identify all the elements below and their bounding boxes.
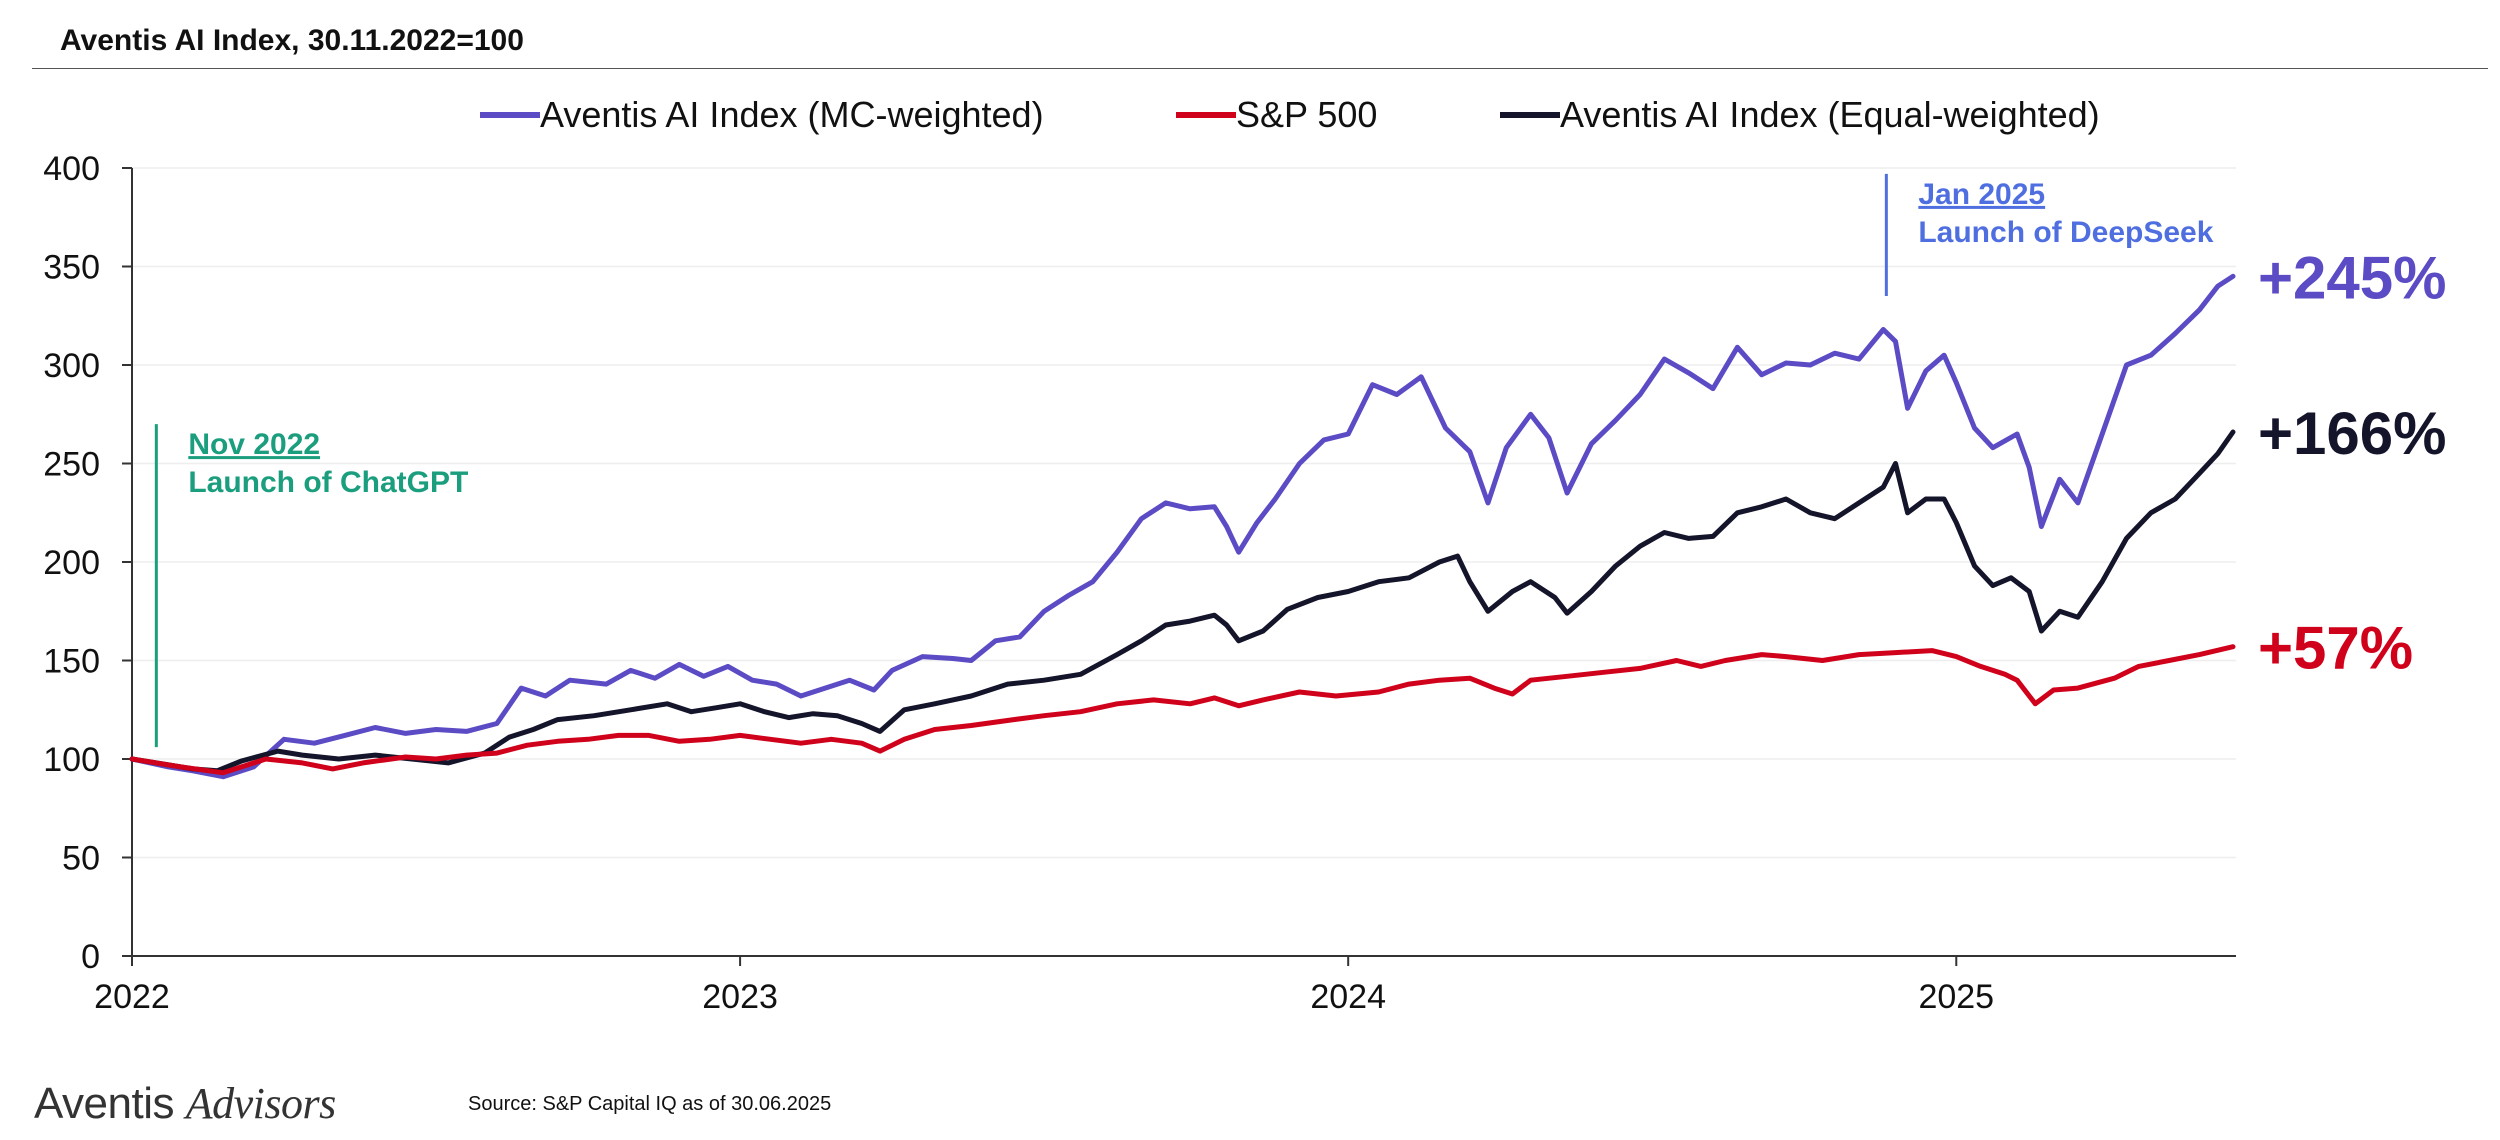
end-label-ew: +166% bbox=[2258, 400, 2447, 467]
end-label-sp: +57% bbox=[2258, 615, 2413, 682]
deepseek-annotation-text: Launch of DeepSeek bbox=[1918, 216, 2213, 249]
legend-label-ew: Aventis AI Index (Equal-weighted) bbox=[1560, 94, 2100, 135]
series-line-sp bbox=[129, 644, 2236, 776]
y-tick-label: 0 bbox=[81, 938, 100, 976]
y-tick-label: 200 bbox=[43, 544, 100, 582]
series-line-mc bbox=[129, 273, 2236, 780]
y-tick-label: 250 bbox=[43, 446, 100, 484]
y-tick-label: 350 bbox=[43, 249, 100, 287]
aventis-advisors-logo: Aventis Advisors bbox=[34, 1079, 336, 1128]
title-divider bbox=[32, 68, 2488, 69]
deepseek-date-label: Jan 2025 bbox=[1918, 178, 2045, 211]
legend-label-sp: S&P 500 bbox=[1236, 94, 1377, 135]
y-tick-label: 300 bbox=[43, 347, 100, 385]
x-tick-label: 2024 bbox=[1310, 978, 1386, 1016]
chart-title: Aventis AI Index, 30.11.2022=100 bbox=[60, 24, 524, 57]
y-tick-label: 150 bbox=[43, 643, 100, 681]
series-line-ew bbox=[129, 429, 2236, 774]
source-note: Source: S&P Capital IQ as of 30.06.2025 bbox=[468, 1093, 832, 1115]
y-tick-label: 400 bbox=[43, 150, 100, 188]
legend-label-mc: Aventis AI Index (MC-weighted) bbox=[540, 94, 1044, 135]
chatgpt-date-label: Nov 2022 bbox=[188, 428, 320, 461]
y-tick-label: 50 bbox=[62, 840, 100, 878]
x-tick-label: 2022 bbox=[94, 978, 170, 1016]
x-tick-label: 2025 bbox=[1918, 978, 1994, 1016]
line-chart: 0 50 100 150 200 250 300 350 400 2022 2023 2024 2025… bbox=[43, 94, 2447, 1016]
x-tick-label: 2023 bbox=[702, 978, 778, 1016]
end-label-mc: +245% bbox=[2258, 244, 2447, 311]
chatgpt-annotation-text: Launch of ChatGPT bbox=[188, 466, 468, 499]
y-tick-label: 100 bbox=[43, 741, 100, 779]
